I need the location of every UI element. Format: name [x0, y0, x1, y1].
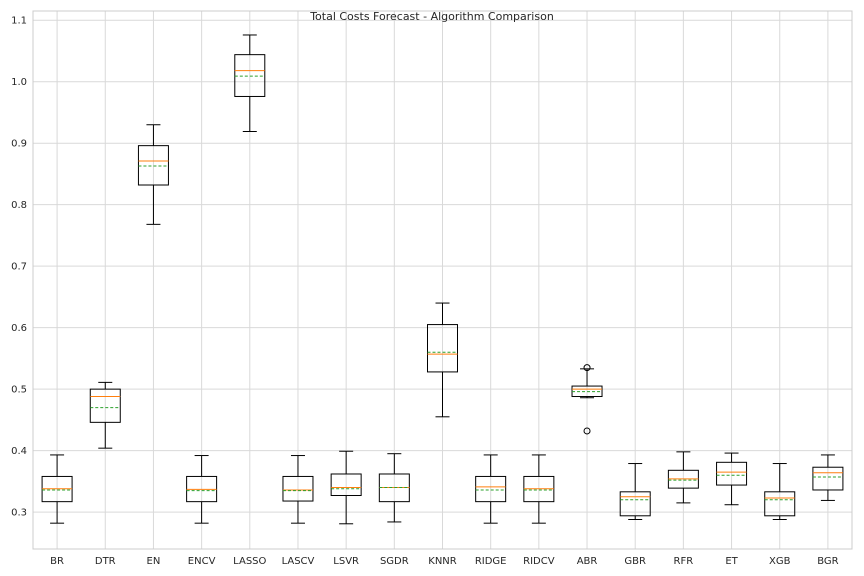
x-tick-label: LSVR: [333, 556, 359, 567]
x-tick-label: KNNR: [428, 556, 457, 567]
x-tick-label: GBR: [624, 556, 646, 567]
box-lsvr: [330, 450, 362, 525]
x-tick-label: EN: [147, 556, 161, 567]
grid-layer: [33, 11, 852, 549]
box-rfr: [667, 451, 699, 504]
box-abr: [571, 364, 603, 435]
box-lasso: [234, 34, 266, 133]
box-sgdr: [378, 453, 410, 523]
box-knnr: [427, 302, 458, 418]
y-tick-label: 0.9: [11, 139, 27, 150]
outlier-point: [583, 427, 591, 435]
y-tick-label: 0.7: [11, 262, 27, 273]
x-tick-label: SGDR: [380, 556, 409, 567]
box-gbr: [619, 463, 651, 520]
y-tick-label: 0.8: [11, 200, 27, 211]
iqr-box: [812, 466, 844, 491]
x-axis-ticks: BR DTR EN ENCV LASSO LASCV LSVR SGDR KNNR RIDGE RI…: [50, 556, 838, 567]
box-en: [137, 124, 169, 225]
x-tick-label: ENCV: [188, 556, 216, 567]
iqr-box: [330, 473, 362, 497]
x-tick-label: RIDCV: [523, 556, 555, 567]
x-tick-label: LASSO: [233, 556, 266, 567]
x-tick-label: RFR: [674, 556, 694, 567]
iqr-box: [764, 491, 796, 517]
iqr-box: [282, 475, 314, 502]
x-tick-label: RIDGE: [475, 556, 507, 567]
iqr-box: [89, 388, 121, 423]
x-tick-label: DTR: [95, 556, 116, 567]
box-ridge: [475, 454, 507, 524]
iqr-box: [427, 324, 458, 373]
iqr-box: [475, 475, 507, 503]
box-xgb: [764, 463, 796, 520]
y-tick-label: 0.5: [11, 385, 27, 396]
box-bgr: [812, 454, 844, 501]
box-lascv: [282, 455, 314, 524]
box-br: [41, 454, 73, 524]
x-tick-label: BGR: [817, 556, 838, 567]
iqr-box: [619, 491, 651, 517]
x-tick-label: XGB: [769, 556, 791, 567]
y-tick-label: 0.3: [11, 508, 27, 519]
box-encv: [186, 455, 218, 524]
y-axis-ticks: 0.3 0.4 0.5 0.6 0.7 0.8 0.9 1.0 1.1: [11, 16, 27, 519]
x-tick-label: BR: [50, 556, 64, 567]
box-ridcv: [523, 454, 555, 524]
iqr-box: [234, 54, 266, 97]
box-dtr: [89, 381, 121, 449]
x-tick-label: LASCV: [282, 556, 315, 567]
plot-frame: [32, 10, 853, 550]
y-tick-label: 0.4: [11, 446, 27, 457]
box-et: [716, 452, 748, 506]
iqr-box: [137, 145, 169, 186]
y-tick-label: 1.1: [11, 16, 27, 27]
x-tick-label: ABR: [577, 556, 598, 567]
outlier-point: [583, 364, 591, 372]
boxes-layer: [41, 34, 844, 525]
y-tick-label: 0.6: [11, 323, 27, 334]
y-tick-label: 1.0: [11, 77, 27, 88]
chart-title: Total Costs Forecast - Algorithm Compari…: [309, 10, 554, 23]
iqr-box: [716, 461, 748, 486]
x-tick-label: ET: [725, 556, 738, 567]
